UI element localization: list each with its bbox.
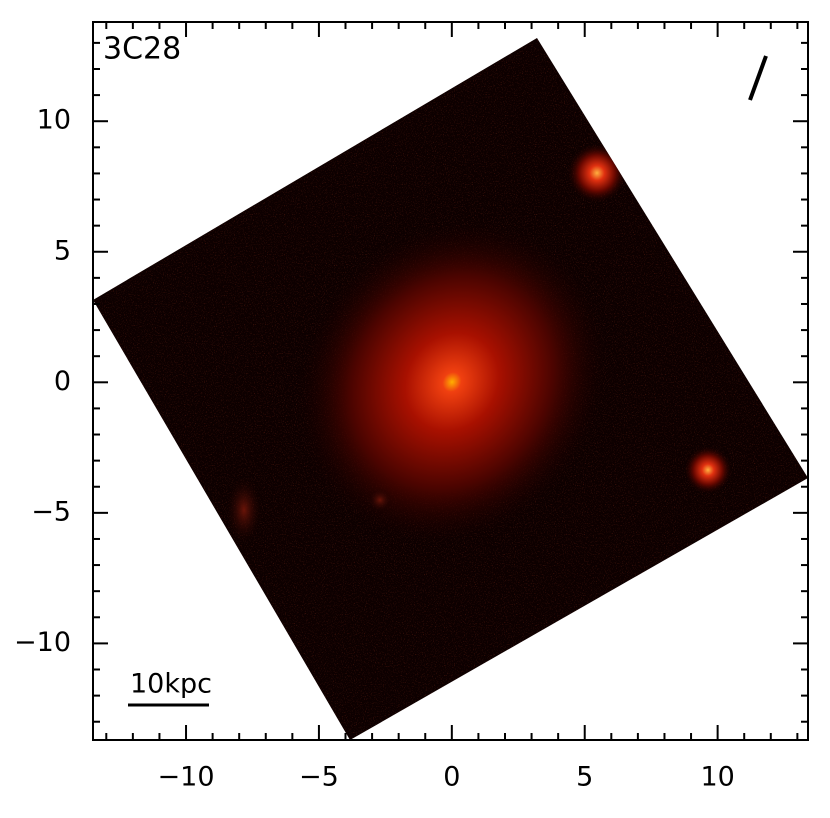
- object-label: 3C28: [103, 32, 181, 67]
- y-tick-label: 0: [54, 366, 71, 397]
- x-tick-label: −10: [158, 762, 215, 793]
- x-tick-label: 5: [576, 762, 593, 793]
- x-tick-label: −5: [299, 762, 339, 793]
- scale-label: 10kpc: [130, 669, 212, 700]
- x-tick-label: 0: [443, 762, 460, 793]
- y-tick-label: 5: [54, 235, 71, 266]
- y-tick-label: −10: [14, 627, 71, 658]
- y-tick-label: −5: [31, 496, 71, 527]
- orientation-marker: [748, 55, 768, 101]
- y-tick-label: 10: [37, 105, 71, 136]
- galaxy-image: [93, 38, 808, 740]
- plot-frame: [92, 21, 809, 741]
- x-tick-label: 10: [700, 762, 734, 793]
